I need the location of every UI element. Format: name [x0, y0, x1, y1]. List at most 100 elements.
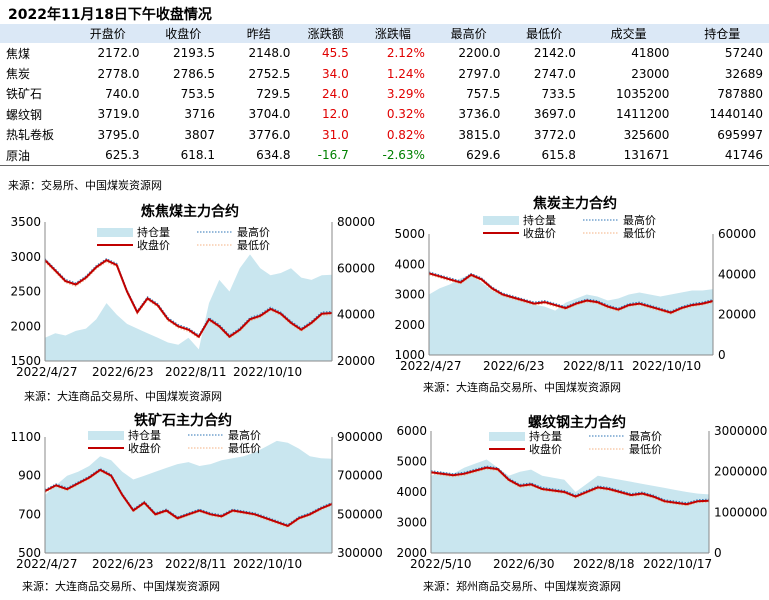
legend-label: 收盘价: [128, 441, 161, 455]
cell-prev: 729.5: [256, 86, 291, 101]
cell-high: 757.5: [466, 86, 501, 101]
y-tick-label: 900: [18, 469, 41, 483]
legend-label: 最高价: [629, 429, 662, 443]
cell-chg: 12.0: [322, 107, 349, 122]
legend-label: 最低价: [228, 442, 261, 455]
legend-swatch-oi: [88, 431, 124, 440]
cell-pct: -2.63%: [354, 144, 431, 167]
row-name: 原油: [0, 144, 70, 167]
column-header: 最高价: [430, 24, 507, 43]
y2-tick-label: 60000: [718, 227, 756, 241]
close-price-line: [428, 272, 714, 314]
cell-pct: 0.32%: [386, 107, 425, 122]
y-tick-label: 3000: [396, 516, 427, 530]
cell-chg: 34.0: [322, 66, 349, 81]
cell-vol: 131671: [581, 144, 676, 167]
chart-source-note: 来源：大连商品交易所、中国煤炭资源网: [22, 579, 220, 593]
y-tick-label: 1100: [10, 430, 41, 444]
table-source-note: 来源：交易所、中国煤炭资源网: [8, 179, 162, 192]
y-tick-label: 5000: [396, 455, 427, 469]
cell-open: 625.3: [70, 144, 146, 167]
x-tick-label: 2022/5/10: [410, 557, 472, 571]
row-name: 焦煤: [6, 46, 31, 61]
cell-oi: 57240: [724, 46, 763, 61]
x-tick-label: 2022/8/11: [165, 557, 227, 571]
y-tick-label: 2000: [10, 319, 41, 333]
column-header: 持仓量: [675, 24, 769, 43]
column-header: 昨结: [220, 24, 297, 43]
cell-open: 2172.0: [97, 46, 140, 61]
legend-label: 最低价: [629, 443, 662, 456]
x-tick-label: 2022/6/23: [92, 557, 154, 571]
legend-label: 最低价: [237, 239, 270, 252]
page-title: 2022年11月18日下午收盘情况: [8, 7, 212, 23]
cell-open: 740.0: [105, 86, 140, 101]
y2-tick-label: 300000: [337, 546, 383, 560]
x-tick-label: 2022/10/10: [632, 359, 701, 373]
cell-pct: 1.24%: [386, 66, 425, 81]
cell-prev: 2752.5: [248, 66, 291, 81]
y2-tick-label: 60000: [337, 261, 375, 275]
low-price-line: [428, 274, 714, 315]
cell-low: 3772.0: [533, 127, 576, 142]
y-tick-label: 3500: [10, 215, 41, 229]
chart-title: 铁矿石主力合约: [134, 412, 232, 429]
y2-tick-label: 0: [714, 546, 722, 560]
y2-tick-label: 40000: [718, 267, 756, 281]
open-interest-area: [431, 459, 709, 553]
cell-high: 3736.0: [458, 107, 501, 122]
x-tick-label: 2022/8/11: [563, 359, 625, 373]
cell-vol: 325600: [623, 127, 670, 142]
table-row: 螺纹钢 3719.0 3716 3704.0 12.0 0.32% 3736.0 3697.0…: [0, 104, 769, 124]
y-tick-label: 2000: [396, 546, 427, 560]
x-tick-label: 2022/4/27: [16, 557, 78, 571]
x-tick-label: 2022/4/27: [400, 359, 462, 373]
high-price-line: [428, 271, 714, 312]
legend-label: 收盘价: [529, 442, 562, 456]
legend-label: 最高价: [237, 225, 270, 239]
cell-chg: 45.5: [322, 46, 349, 61]
legend-label: 最低价: [623, 227, 656, 240]
chart-title: 焦炭主力合约: [532, 195, 617, 212]
y-tick-label: 1000: [394, 348, 425, 362]
cell-oi: 32689: [724, 66, 763, 81]
cell-oi: 787880: [717, 86, 763, 101]
table-row: 焦炭 2778.0 2786.5 2752.5 34.0 1.24% 2797.0 2747.…: [0, 63, 769, 83]
y-tick-label: 2500: [10, 285, 41, 299]
y2-tick-label: 20000: [337, 354, 375, 368]
column-header: 涨跌额: [296, 24, 355, 43]
row-name: 热轧卷板: [6, 128, 55, 143]
y-tick-label: 1500: [10, 354, 41, 368]
legend-swatch-oi: [483, 216, 519, 225]
low-price-line: [44, 470, 333, 528]
cell-pct: 3.29%: [386, 86, 425, 101]
column-header: 成交量: [581, 24, 676, 43]
cell-prev: 2148.0: [248, 46, 291, 61]
cell-vol: 41800: [631, 46, 670, 61]
row-name: 铁矿石: [6, 87, 43, 102]
table-header-row: 开盘价 收盘价 昨结 涨跌额 涨跌幅 最高价 最低价 成交量 持仓量: [0, 24, 769, 43]
cell-high: 2200.0: [458, 46, 501, 61]
chart-source-note: 来源：大连商品交易所、中国煤炭资源网: [423, 380, 621, 394]
x-tick-label: 2022/10/10: [233, 365, 302, 379]
y2-tick-label: 500000: [337, 507, 383, 521]
close-price-line: [430, 466, 710, 506]
y2-tick-label: 2000000: [714, 465, 767, 479]
y-tick-label: 500: [18, 546, 41, 560]
legend-swatch-oi: [489, 432, 525, 441]
cell-vol: 23000: [631, 66, 670, 81]
legend-label: 最高价: [623, 213, 656, 227]
coke-chart: 1000 2000 3000 4000 5000 0 20000 40000 60000 2022…: [394, 195, 756, 394]
table-row: 原油 625.3 618.1 634.8 -16.7 -2.63% 629.6 615.8 13…: [0, 144, 769, 167]
column-header: [0, 24, 70, 43]
cell-low: 3697.0: [533, 107, 576, 122]
y-tick-label: 2000: [394, 318, 425, 332]
column-header: 开盘价: [70, 24, 146, 43]
y-tick-label: 4000: [394, 257, 425, 271]
x-tick-label: 2022/8/11: [165, 365, 227, 379]
table-row: 铁矿石 740.0 753.5 729.5 24.0 3.29% 757.5 733.5 103…: [0, 84, 769, 104]
x-tick-label: 2022/10/17: [643, 557, 712, 571]
cell-close: 3807: [184, 127, 215, 142]
x-tick-label: 2022/6/23: [92, 365, 154, 379]
row-name: 螺纹钢: [6, 107, 43, 122]
